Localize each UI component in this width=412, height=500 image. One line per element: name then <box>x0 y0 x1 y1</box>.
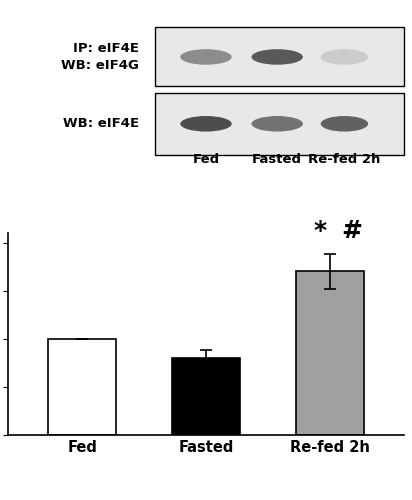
Bar <box>295 272 363 435</box>
Ellipse shape <box>251 116 303 132</box>
Text: WB: eIF4E: WB: eIF4E <box>63 118 139 130</box>
FancyBboxPatch shape <box>154 28 404 86</box>
Bar <box>172 358 240 435</box>
Text: Re-fed 2h: Re-fed 2h <box>308 152 381 166</box>
Ellipse shape <box>321 116 368 132</box>
Ellipse shape <box>251 49 303 64</box>
Text: #: # <box>342 218 362 242</box>
Text: *: * <box>313 218 326 242</box>
Text: Fasted: Fasted <box>252 152 302 166</box>
Text: Fed: Fed <box>192 152 220 166</box>
Text: IP: eIF4E
WB: eIF4G: IP: eIF4E WB: eIF4G <box>61 42 139 72</box>
Ellipse shape <box>180 116 232 132</box>
Ellipse shape <box>321 49 368 64</box>
FancyBboxPatch shape <box>154 92 404 155</box>
Ellipse shape <box>180 49 232 64</box>
Bar <box>48 339 116 435</box>
